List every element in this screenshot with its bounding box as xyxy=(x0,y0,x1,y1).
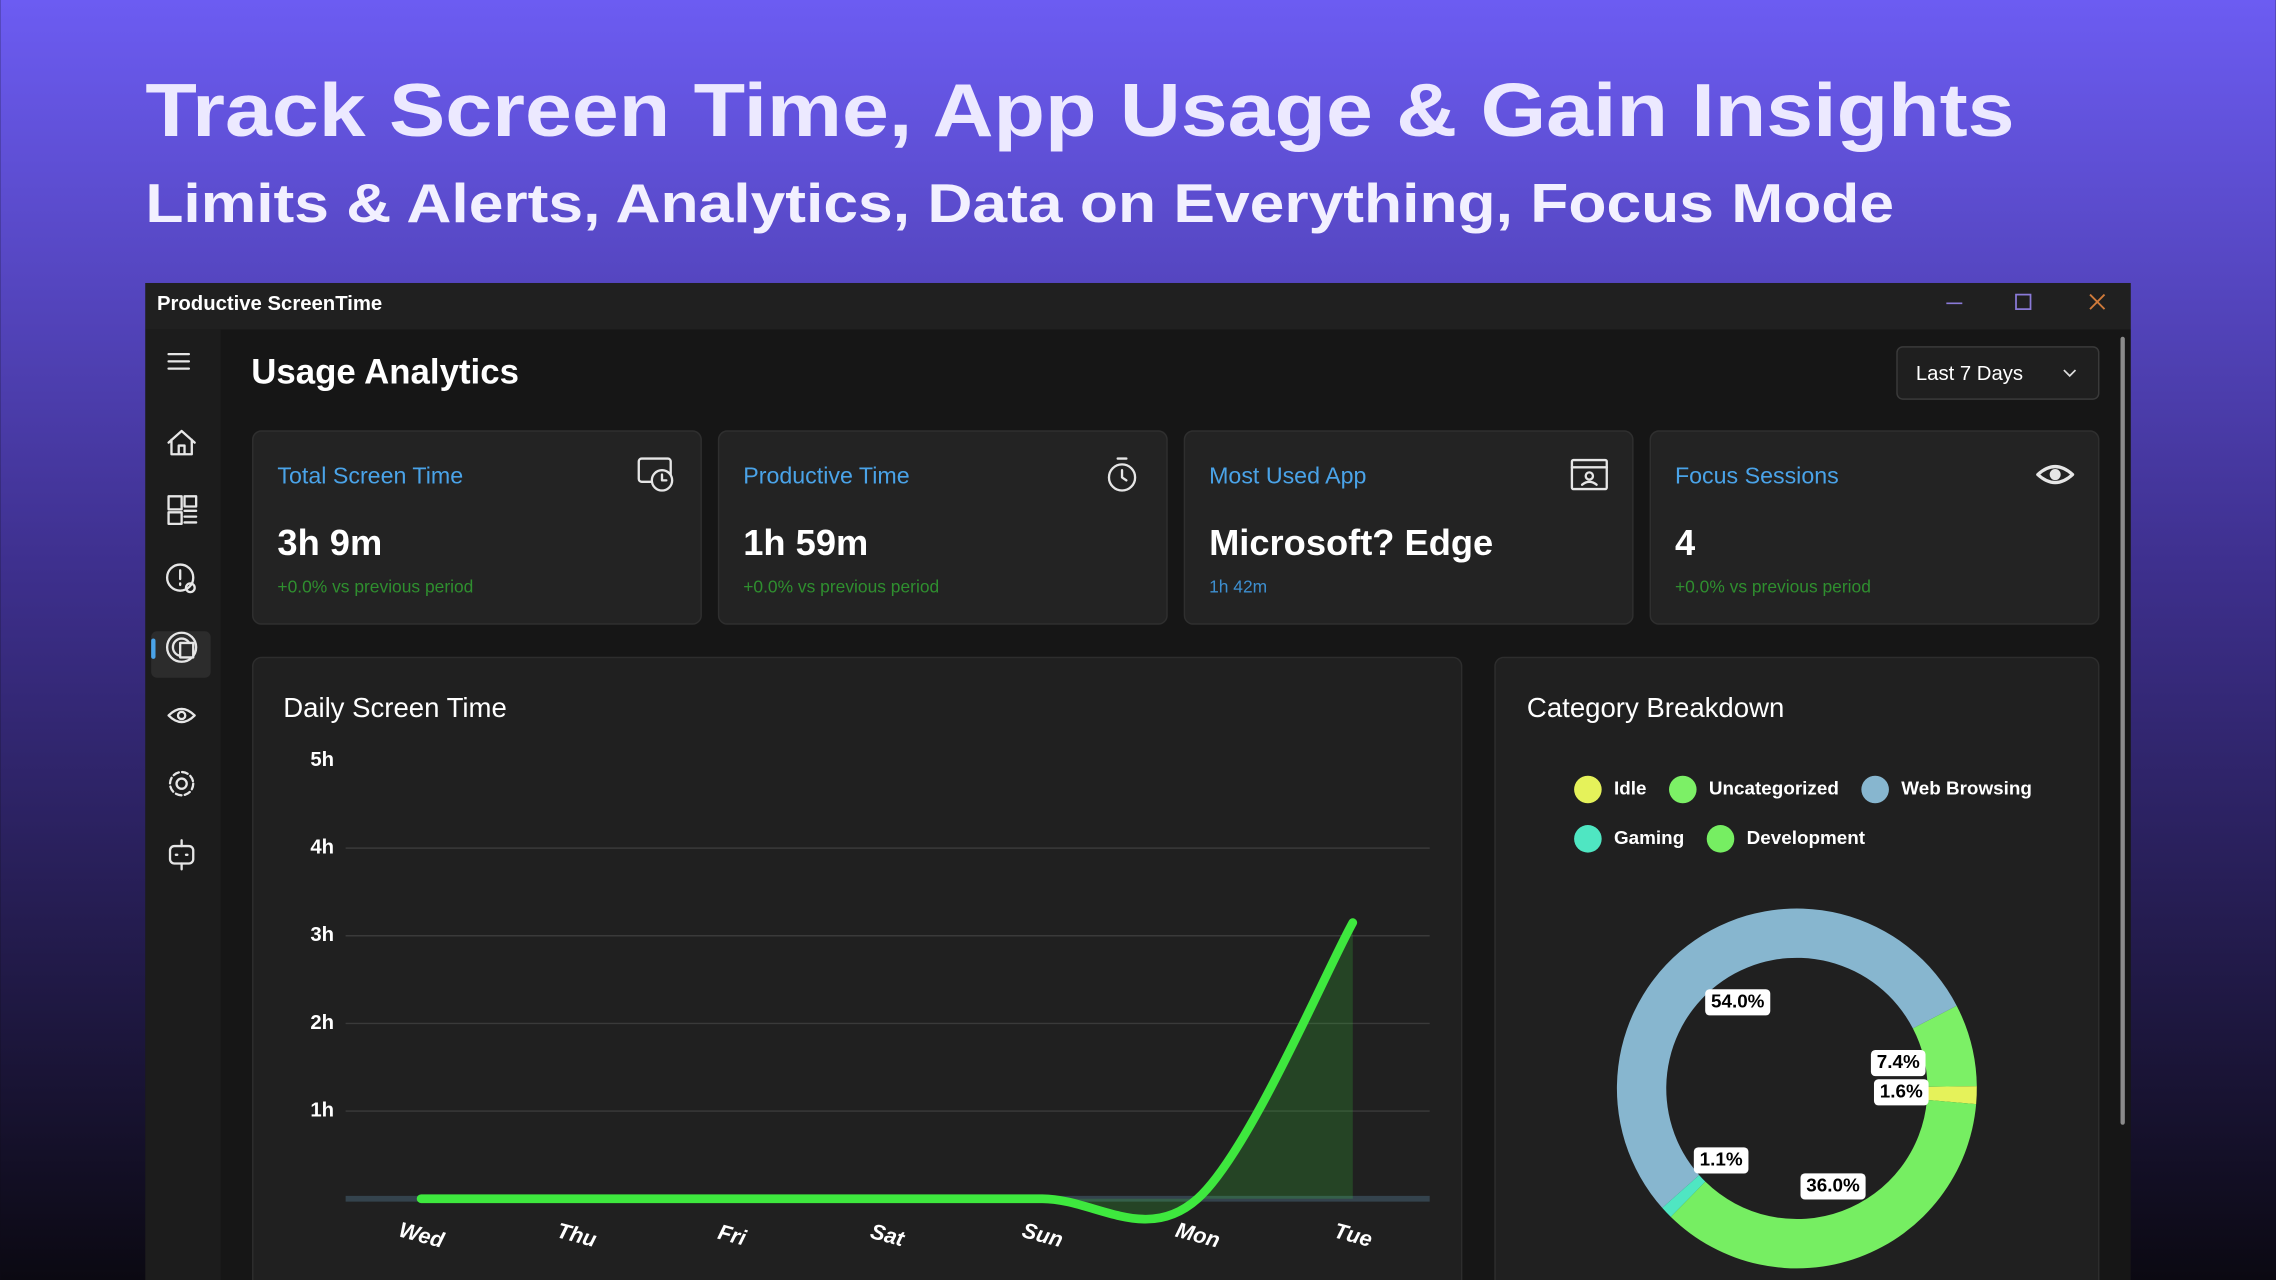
slice-label-box xyxy=(1870,1049,1926,1077)
line-chart-panel xyxy=(252,656,1463,1280)
slice-label-box xyxy=(1800,1173,1866,1200)
slice-label: 7.4% xyxy=(1870,1049,1926,1077)
card-note: +0.0% vs previous period xyxy=(1675,576,1871,596)
pie-slice xyxy=(1670,1099,1977,1269)
page-title: Usage Analytics xyxy=(251,353,519,392)
line-area xyxy=(421,922,1353,1220)
legend-swatch xyxy=(1574,825,1602,853)
legend-swatch xyxy=(1574,775,1602,804)
y-tick-label: 4h xyxy=(310,836,334,858)
legend-swatch xyxy=(1669,775,1697,804)
legend-swatch xyxy=(1861,775,1889,804)
nav-settings[interactable] xyxy=(168,770,195,797)
card-note: +0.0% vs previous period xyxy=(277,576,473,596)
slice-label: 36.0% xyxy=(1800,1173,1866,1200)
nav-analytics[interactable] xyxy=(165,631,198,663)
nav-active-indicator xyxy=(151,638,156,659)
sidebar xyxy=(145,329,221,1280)
banner-title: Track Screen Time, App Usage & Gain Insi… xyxy=(145,68,2014,152)
legend-label: Development xyxy=(1747,827,1866,848)
legend-label: Idle xyxy=(1614,777,1647,798)
card-label: Most Used App xyxy=(1209,463,1366,489)
slice-label: 1.6% xyxy=(1873,1079,1929,1106)
card-note: +0.0% vs previous period xyxy=(743,576,939,596)
card-label: Focus Sessions xyxy=(1675,463,1839,489)
slice-label-text: 7.4% xyxy=(1877,1051,1920,1072)
stat-card xyxy=(252,430,702,625)
range-label: Last 7 Days xyxy=(1916,363,2023,385)
card-icon-app xyxy=(1570,458,1608,491)
stat-card xyxy=(717,430,1168,625)
card-label: Total Screen Time xyxy=(277,463,463,489)
slice-label-text: 1.6% xyxy=(1880,1080,1923,1101)
stat-card xyxy=(1183,430,1634,625)
pie-chart-title: Category Breakdown xyxy=(1527,692,1784,723)
y-tick-label: 1h xyxy=(310,1099,334,1121)
maximize-button[interactable] xyxy=(2015,293,2032,310)
legend-label: Web Browsing xyxy=(1901,777,2032,798)
line-chart-title: Daily Screen Time xyxy=(283,692,507,723)
card-icon-screen xyxy=(637,457,674,492)
pie-chart-panel xyxy=(1494,656,2100,1280)
slice-label-text: 36.0% xyxy=(1806,1174,1860,1195)
nav-home[interactable] xyxy=(167,429,196,456)
y-tick-label: 5h xyxy=(310,749,334,771)
card-value: 3h 9m xyxy=(277,522,382,563)
card-icon-stopwatch xyxy=(1107,457,1137,492)
slice-label-text: 1.1% xyxy=(1700,1148,1743,1169)
pie-slice xyxy=(1912,1005,1977,1087)
scrollbar[interactable] xyxy=(2120,336,2125,1125)
title-bar xyxy=(145,282,2131,330)
banner-subtitle: Limits & Alerts, Analytics, Data on Ever… xyxy=(145,172,1894,234)
card-label: Productive Time xyxy=(743,463,909,489)
card-value: 1h 59m xyxy=(743,522,868,563)
window-title: Productive ScreenTime xyxy=(157,293,382,315)
slice-label-box xyxy=(1873,1079,1929,1106)
nav-limits[interactable] xyxy=(165,563,196,594)
legend-swatch xyxy=(1706,825,1735,853)
card-icon-eye xyxy=(2036,464,2075,485)
y-tick-label: 3h xyxy=(310,924,334,946)
card-note: 1h 42m xyxy=(1209,576,1267,596)
slice-label-box xyxy=(1693,1147,1749,1174)
card-value: 4 xyxy=(1675,522,1695,563)
line-series xyxy=(416,918,1358,1224)
pie-slice xyxy=(1662,1175,1706,1217)
slice-label-box xyxy=(1705,989,1771,1016)
pie-slice xyxy=(1616,908,1957,1208)
range-dropdown[interactable] xyxy=(1896,346,2100,400)
slice-label-text: 54.0% xyxy=(1711,990,1765,1011)
nav-assistant[interactable] xyxy=(168,839,195,871)
menu-button[interactable] xyxy=(167,352,191,370)
pie-slice xyxy=(1926,1086,1977,1105)
dropdown-chevron xyxy=(2063,369,2077,378)
stat-card xyxy=(1649,430,2100,625)
slice-label: 1.1% xyxy=(1693,1147,1749,1174)
legend-label: Uncategorized xyxy=(1709,777,1839,798)
legend-label: Gaming xyxy=(1614,827,1684,848)
card-value: Microsoft? Edge xyxy=(1209,522,1493,563)
y-tick-label: 2h xyxy=(310,1012,334,1034)
nav-dashboard[interactable] xyxy=(167,495,198,526)
slice-label: 54.0% xyxy=(1705,989,1771,1016)
close-button[interactable] xyxy=(2089,293,2106,310)
nav-focus[interactable] xyxy=(167,707,196,724)
